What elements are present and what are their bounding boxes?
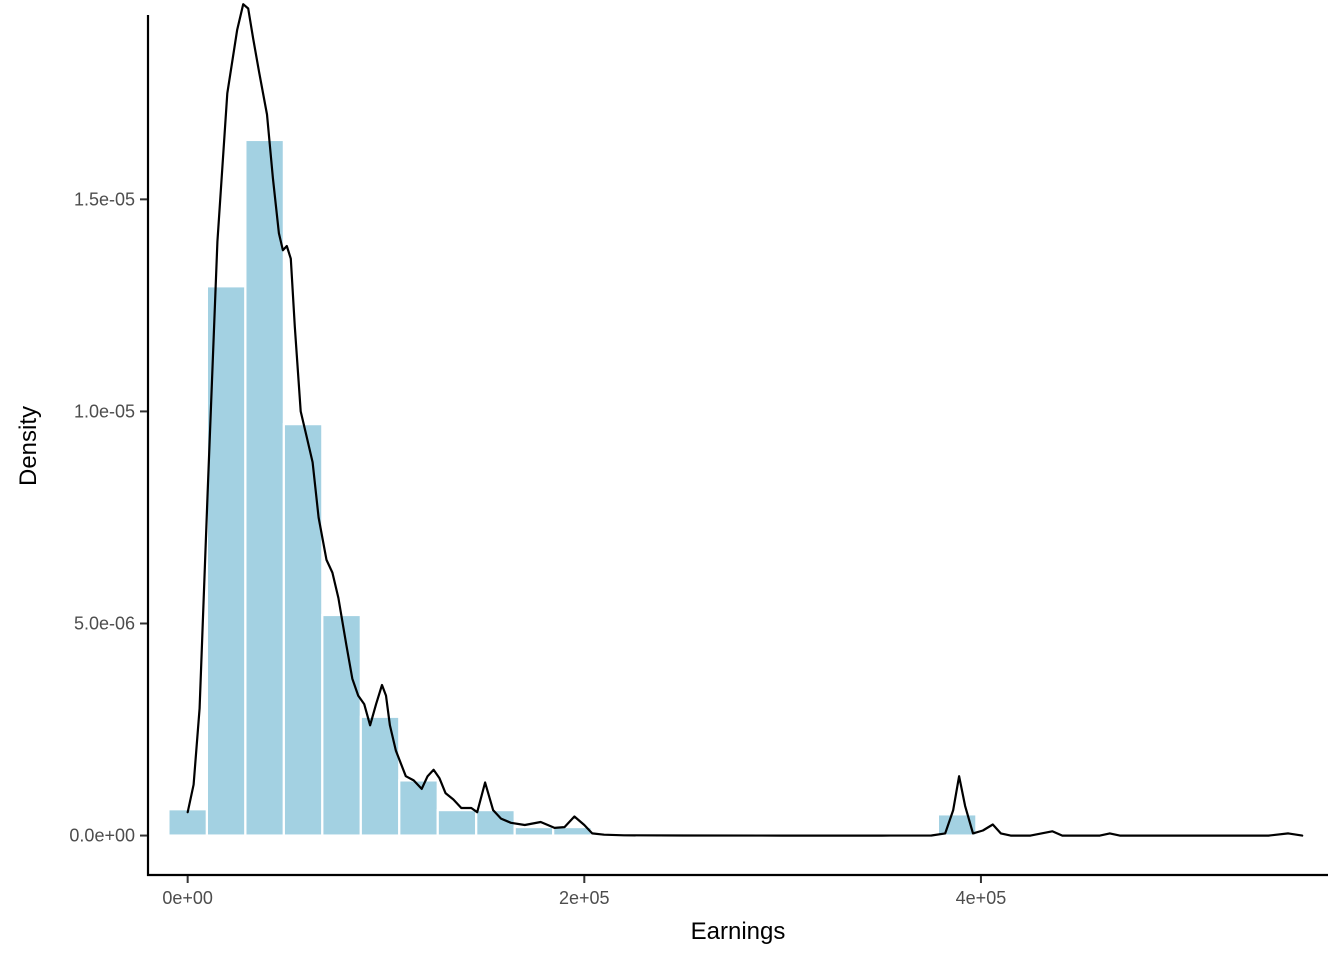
histogram-bar (513, 825, 555, 837)
histogram-bar (244, 138, 285, 837)
histogram-bar (436, 809, 478, 837)
density-curve-layer (186, 3, 1304, 837)
histogram-bar (167, 808, 209, 837)
y-tick-label: 1.5e-05 (74, 189, 135, 209)
histogram-bar (282, 423, 324, 837)
axes (146, 15, 1328, 877)
y-axis-title: Density (15, 406, 42, 486)
y-tick-label: 5.0e-06 (74, 613, 135, 633)
y-axis-ticks: 0.0e+00 5.0e-06 1.0e-05 1.5e-05 (69, 189, 147, 846)
x-tick-label: 2e+05 (559, 888, 610, 908)
x-tick-label: 0e+00 (162, 888, 213, 908)
x-axis-ticks: 0e+00 2e+05 4e+05 (162, 876, 1006, 908)
y-tick-label: 1.0e-05 (74, 401, 135, 421)
x-axis-title: Earnings (691, 918, 786, 945)
y-tick-label: 0.0e+00 (69, 826, 135, 846)
x-tick-label: 4e+05 (956, 888, 1007, 908)
histogram-bar (359, 715, 401, 837)
histogram-bar (398, 779, 439, 837)
histogram-bar (936, 813, 978, 837)
histogram-bar (205, 285, 247, 837)
histogram-bar (321, 613, 362, 837)
histogram-bars (167, 138, 978, 837)
density-curve-line (186, 3, 1304, 837)
